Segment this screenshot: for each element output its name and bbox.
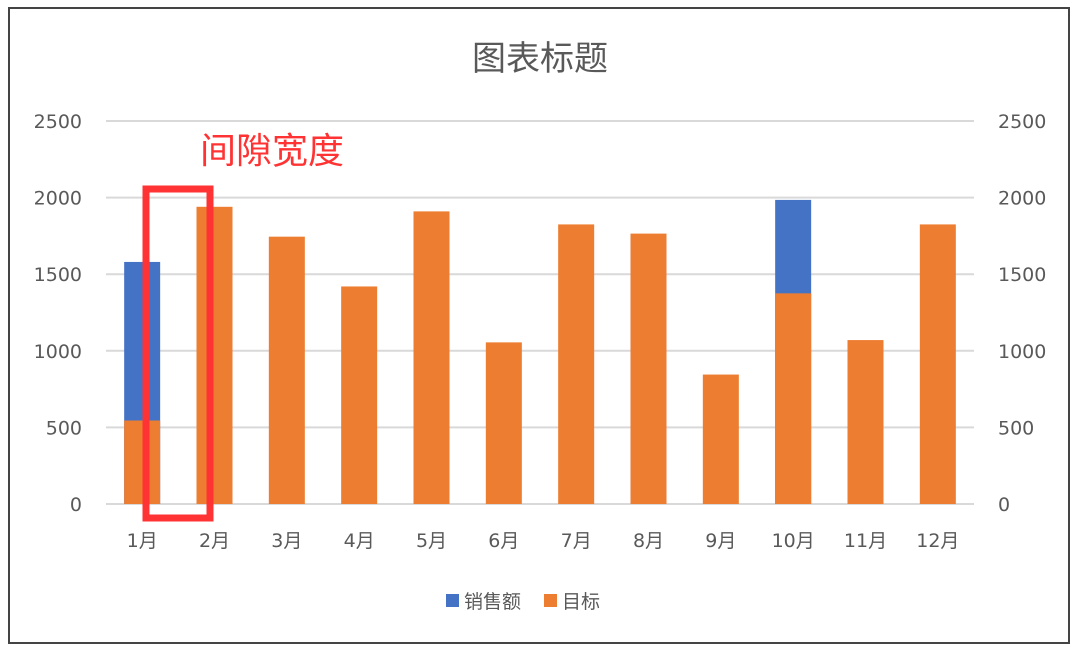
bar-target bbox=[268, 236, 305, 504]
bar-target bbox=[702, 374, 739, 504]
y-tick-label: 0 bbox=[70, 494, 82, 516]
legend-swatch bbox=[446, 594, 459, 607]
bar-target bbox=[919, 224, 956, 504]
legend-label: 目标 bbox=[562, 591, 600, 613]
bar-target bbox=[775, 293, 812, 504]
x-tick-label: 1月 bbox=[127, 530, 158, 552]
y-tick-label: 2500 bbox=[34, 111, 82, 133]
x-tick-label: 4月 bbox=[344, 530, 375, 552]
y2-tick-label: 500 bbox=[998, 417, 1034, 439]
x-tick-label: 11月 bbox=[844, 530, 887, 552]
x-tick-label: 6月 bbox=[488, 530, 519, 552]
annotation-highlight-box bbox=[142, 185, 214, 522]
bar-target bbox=[124, 420, 161, 504]
y2-tick-label: 1500 bbox=[998, 264, 1046, 286]
x-tick-label: 7月 bbox=[561, 530, 592, 552]
y2-tick-label: 2000 bbox=[998, 188, 1046, 210]
bar-target bbox=[485, 342, 522, 504]
x-tick-label: 3月 bbox=[271, 530, 302, 552]
y-tick-label: 1000 bbox=[34, 341, 82, 363]
y2-tick-label: 0 bbox=[998, 494, 1010, 516]
y-tick-label: 2000 bbox=[34, 188, 82, 210]
x-tick-label: 9月 bbox=[705, 530, 736, 552]
gap-width-annotation: 间隙宽度 bbox=[200, 131, 344, 172]
bar-target bbox=[847, 340, 884, 504]
bar-target bbox=[558, 224, 595, 504]
x-tick-label: 10月 bbox=[772, 530, 815, 552]
y-tick-label: 1500 bbox=[34, 264, 82, 286]
y2-tick-label: 2500 bbox=[998, 111, 1046, 133]
chart-title: 图表标题 bbox=[472, 39, 608, 79]
bar-target bbox=[413, 211, 450, 504]
bar-target bbox=[341, 286, 378, 504]
y2-tick-label: 1000 bbox=[998, 341, 1046, 363]
legend-swatch bbox=[544, 594, 557, 607]
x-tick-label: 2月 bbox=[199, 530, 230, 552]
legend-label: 销售额 bbox=[464, 591, 521, 613]
y-tick-label: 500 bbox=[46, 417, 82, 439]
bar-target bbox=[630, 233, 667, 505]
x-tick-label: 8月 bbox=[633, 530, 664, 552]
legend: 销售额 目标 bbox=[446, 591, 600, 613]
chart-frame bbox=[8, 7, 1070, 644]
bar-target bbox=[196, 206, 233, 505]
x-tick-label: 5月 bbox=[416, 530, 447, 552]
x-tick-label: 12月 bbox=[916, 530, 959, 552]
